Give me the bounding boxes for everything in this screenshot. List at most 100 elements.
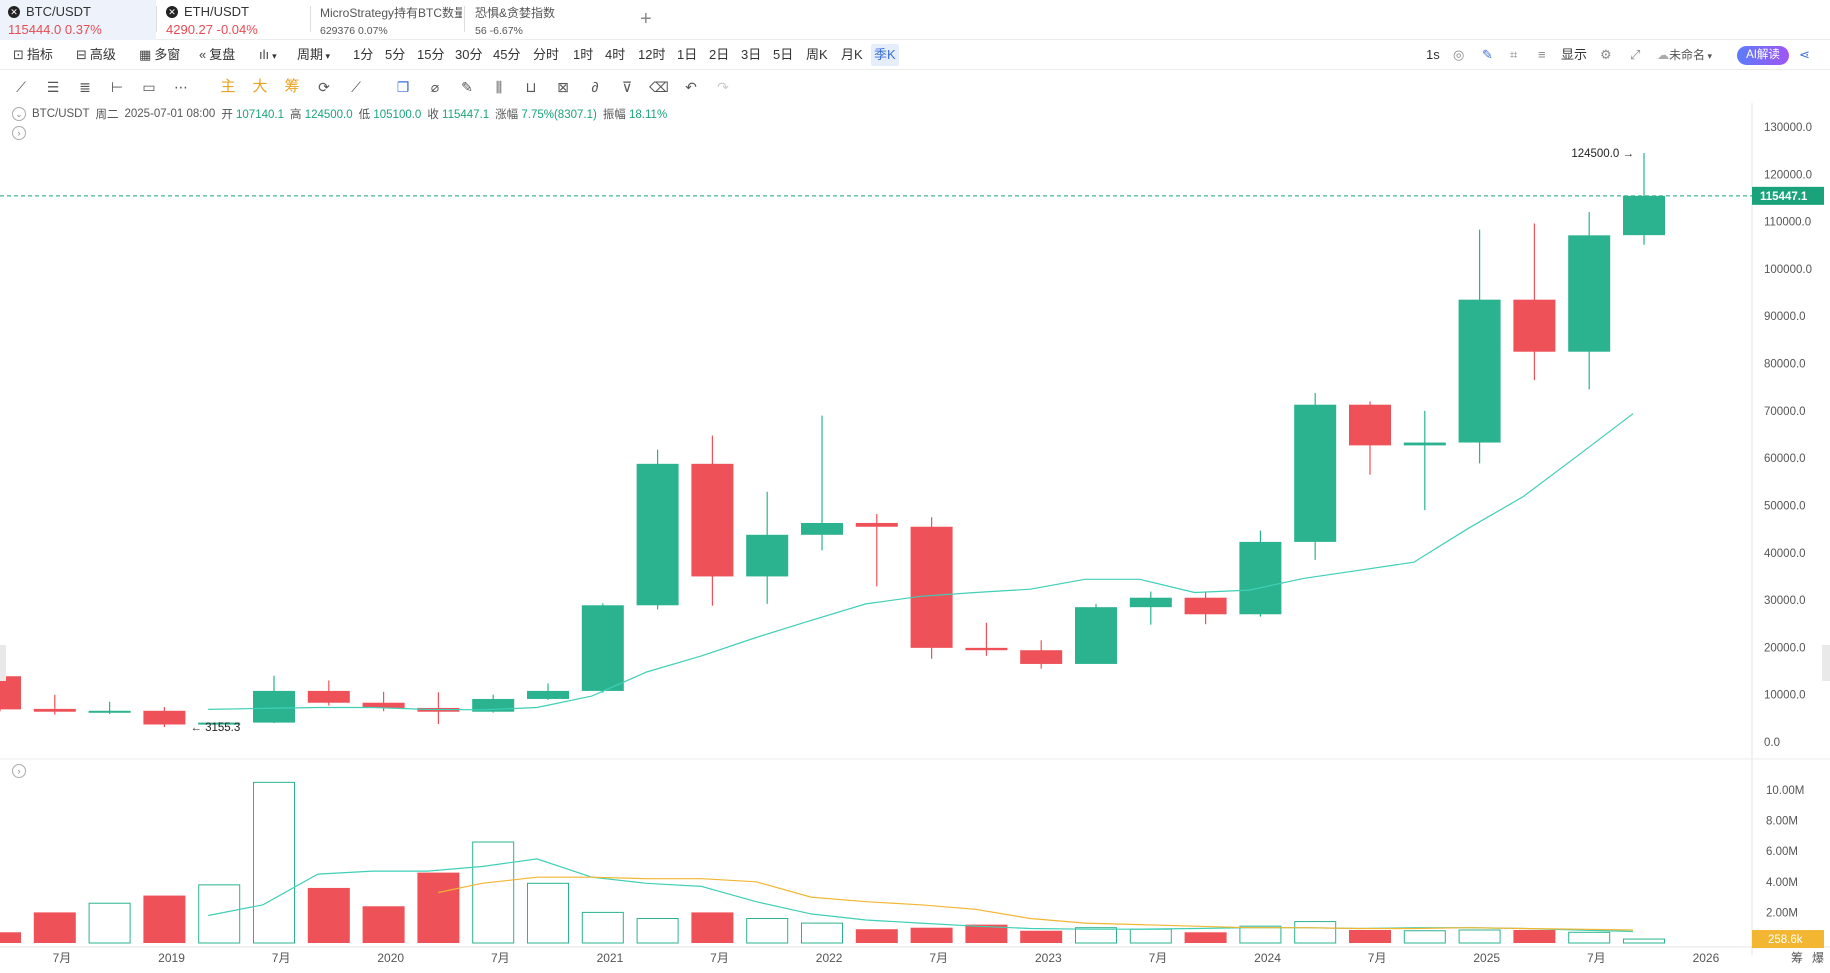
brush-icon[interactable]: ✎ [461, 79, 473, 95]
tab-btc-usdt[interactable]: ✕ BTC/USDT 115444.0 0.37% [0, 0, 156, 40]
horizontal-line-icon[interactable]: ⊢ [110, 79, 124, 95]
indicators-button[interactable]: ⊡ 指标 [10, 44, 56, 66]
time-tick-label: 2026 [1693, 951, 1720, 965]
sync-icon[interactable]: ⟳ [318, 79, 330, 95]
timeframe-2[interactable]: 15分 [417, 47, 445, 62]
price-tick-label: 110000.0 [1764, 217, 1811, 229]
tab-price: 56 [475, 25, 487, 37]
parallel-lines-icon[interactable]: ☰ [46, 79, 60, 95]
timeframe-4[interactable]: 45分 [493, 47, 521, 62]
fullscreen-icon[interactable]: ⤢ [1630, 47, 1641, 62]
timeframe-6[interactable]: 1时 [573, 47, 594, 62]
channel-icon[interactable]: ≣ [79, 79, 91, 95]
ohlc-info: ⌄ BTC/USDT 周二 2025-07-01 08:00 开 107140.… [12, 106, 667, 122]
period-dropdown[interactable]: 周期 ▾ [294, 44, 333, 66]
lock-icon[interactable]: ⊔ [525, 79, 537, 95]
price-tick-label: 70000.0 [1764, 406, 1806, 418]
timeframe-15[interactable]: 季K [871, 44, 899, 66]
camera-icon[interactable]: ◎ [1453, 47, 1465, 62]
info-change: 涨幅 7.75%(8307.1) [495, 109, 597, 121]
expand-indicator-icon[interactable]: › [12, 126, 26, 140]
note-icon[interactable]: ⊠ [557, 79, 569, 95]
candle-body [965, 647, 1008, 651]
tab-fear-greed[interactable]: 恐惧&贪婪指数 56 -6.67% [467, 0, 617, 40]
advanced-button[interactable]: ⊟ 高级 [73, 44, 119, 66]
volume-ma-long-line [438, 876, 1634, 931]
candle-body [691, 463, 734, 577]
collapse-icon[interactable]: ⌄ [12, 107, 26, 121]
ai-analysis-button[interactable]: AI解读 [1737, 46, 1789, 65]
ruler-off-icon[interactable]: ⟋ [351, 79, 361, 95]
tab-mstr-btc[interactable]: MicroStrategy持有BTC数量 629376 0.07% [312, 0, 462, 40]
trend-line-icon[interactable]: ⟋ [16, 79, 26, 95]
chevron-down-icon: ▾ [1705, 51, 1713, 61]
volume-bar [581, 911, 624, 944]
volume-bar [1075, 927, 1117, 944]
volume-tick-label: 6.00M [1766, 846, 1798, 858]
replay-button[interactable]: «复盘 [196, 44, 238, 66]
filter-icon[interactable]: ⊽ [621, 79, 633, 95]
volume-tick-label: 8.00M [1766, 816, 1798, 828]
pen-icon[interactable]: ✎ [1482, 47, 1493, 62]
tab-change: 0.07% [357, 25, 388, 37]
timeframe-9[interactable]: 1日 [677, 47, 698, 62]
trash-icon[interactable]: ⌫ [649, 79, 669, 95]
expand-volume-icon[interactable]: › [12, 764, 26, 778]
multi-window-label: 多窗 [154, 47, 181, 62]
close-tab-icon[interactable]: ✕ [166, 5, 178, 18]
timeframe-14[interactable]: 月K [841, 47, 863, 62]
timeframe-10[interactable]: 2日 [709, 47, 730, 62]
price-tick-label: 60000.0 [1764, 453, 1806, 465]
display-button[interactable]: 显示 [1561, 47, 1588, 62]
last-volume-tag [1752, 930, 1824, 949]
timeframe-7[interactable]: 4时 [605, 47, 626, 62]
time-tick-label: 2023 [1035, 951, 1062, 965]
candle-body [0, 676, 21, 710]
screenshot-icon[interactable]: ⌗ [1510, 47, 1518, 62]
main-force-button[interactable]: 主 [220, 78, 236, 95]
share-icon[interactable]: ⋖ [1799, 47, 1810, 62]
timeframe-0[interactable]: 1分 [353, 47, 374, 62]
timeframe-11[interactable]: 3日 [741, 47, 762, 62]
close-tab-icon[interactable]: ✕ [8, 5, 20, 18]
volume-bar [965, 924, 1008, 943]
redo-icon[interactable]: ↷ [717, 79, 729, 95]
ruler-icon[interactable]: ⌀ [430, 79, 440, 95]
time-tick-label: 7月 [710, 951, 729, 965]
timeframe-8[interactable]: 12时 [638, 47, 666, 62]
volume-bar [1568, 931, 1611, 944]
volume-tick-label: 2.00M [1766, 907, 1798, 919]
add-tab-button[interactable]: + [640, 8, 652, 30]
tab-change: 0.37% [64, 22, 102, 37]
volume-bar [1184, 932, 1227, 943]
undo-icon[interactable]: ↶ [685, 79, 697, 95]
magnet-icon[interactable]: ∂ [591, 79, 599, 95]
copy-icon[interactable]: ❐ [396, 79, 410, 95]
layout-dropdown[interactable]: ☁未命名 ▾ [1654, 44, 1715, 66]
volume-bar [1349, 929, 1391, 943]
timeframe-13[interactable]: 周K [806, 47, 828, 62]
last-price-tag [1752, 186, 1824, 205]
compare-icon[interactable]: ⫼ [495, 79, 503, 95]
tab-name: BTC/USDT [26, 4, 91, 19]
multi-window-button[interactable]: ▦ 多窗 [136, 44, 183, 66]
timeframe-1[interactable]: 5分 [385, 47, 406, 62]
tab-eth-usdt[interactable]: ✕ ETH/USDT 4290.27 -0.04% [158, 0, 308, 40]
rectangle-icon[interactable]: ▭ [142, 79, 156, 95]
volume-bar [1513, 929, 1556, 943]
timeframe-12[interactable]: 5日 [773, 47, 794, 62]
list-icon[interactable]: ≡ [1538, 47, 1546, 62]
gear-icon[interactable]: ⚙ [1600, 47, 1612, 62]
big-order-button[interactable]: 大 [252, 78, 268, 95]
volume-bar [527, 882, 569, 944]
candle-body [746, 534, 789, 577]
more-icon[interactable]: ⋯ [174, 79, 188, 95]
chips-button[interactable]: 筹 [284, 78, 300, 95]
chart-type-button[interactable]: ılı ▾ [256, 44, 280, 66]
timeframe-3[interactable]: 30分 [455, 47, 483, 62]
refresh-rate[interactable]: 1s [1426, 47, 1440, 62]
timeframe-5[interactable]: 分时 [533, 47, 560, 62]
candle-body [143, 710, 186, 725]
